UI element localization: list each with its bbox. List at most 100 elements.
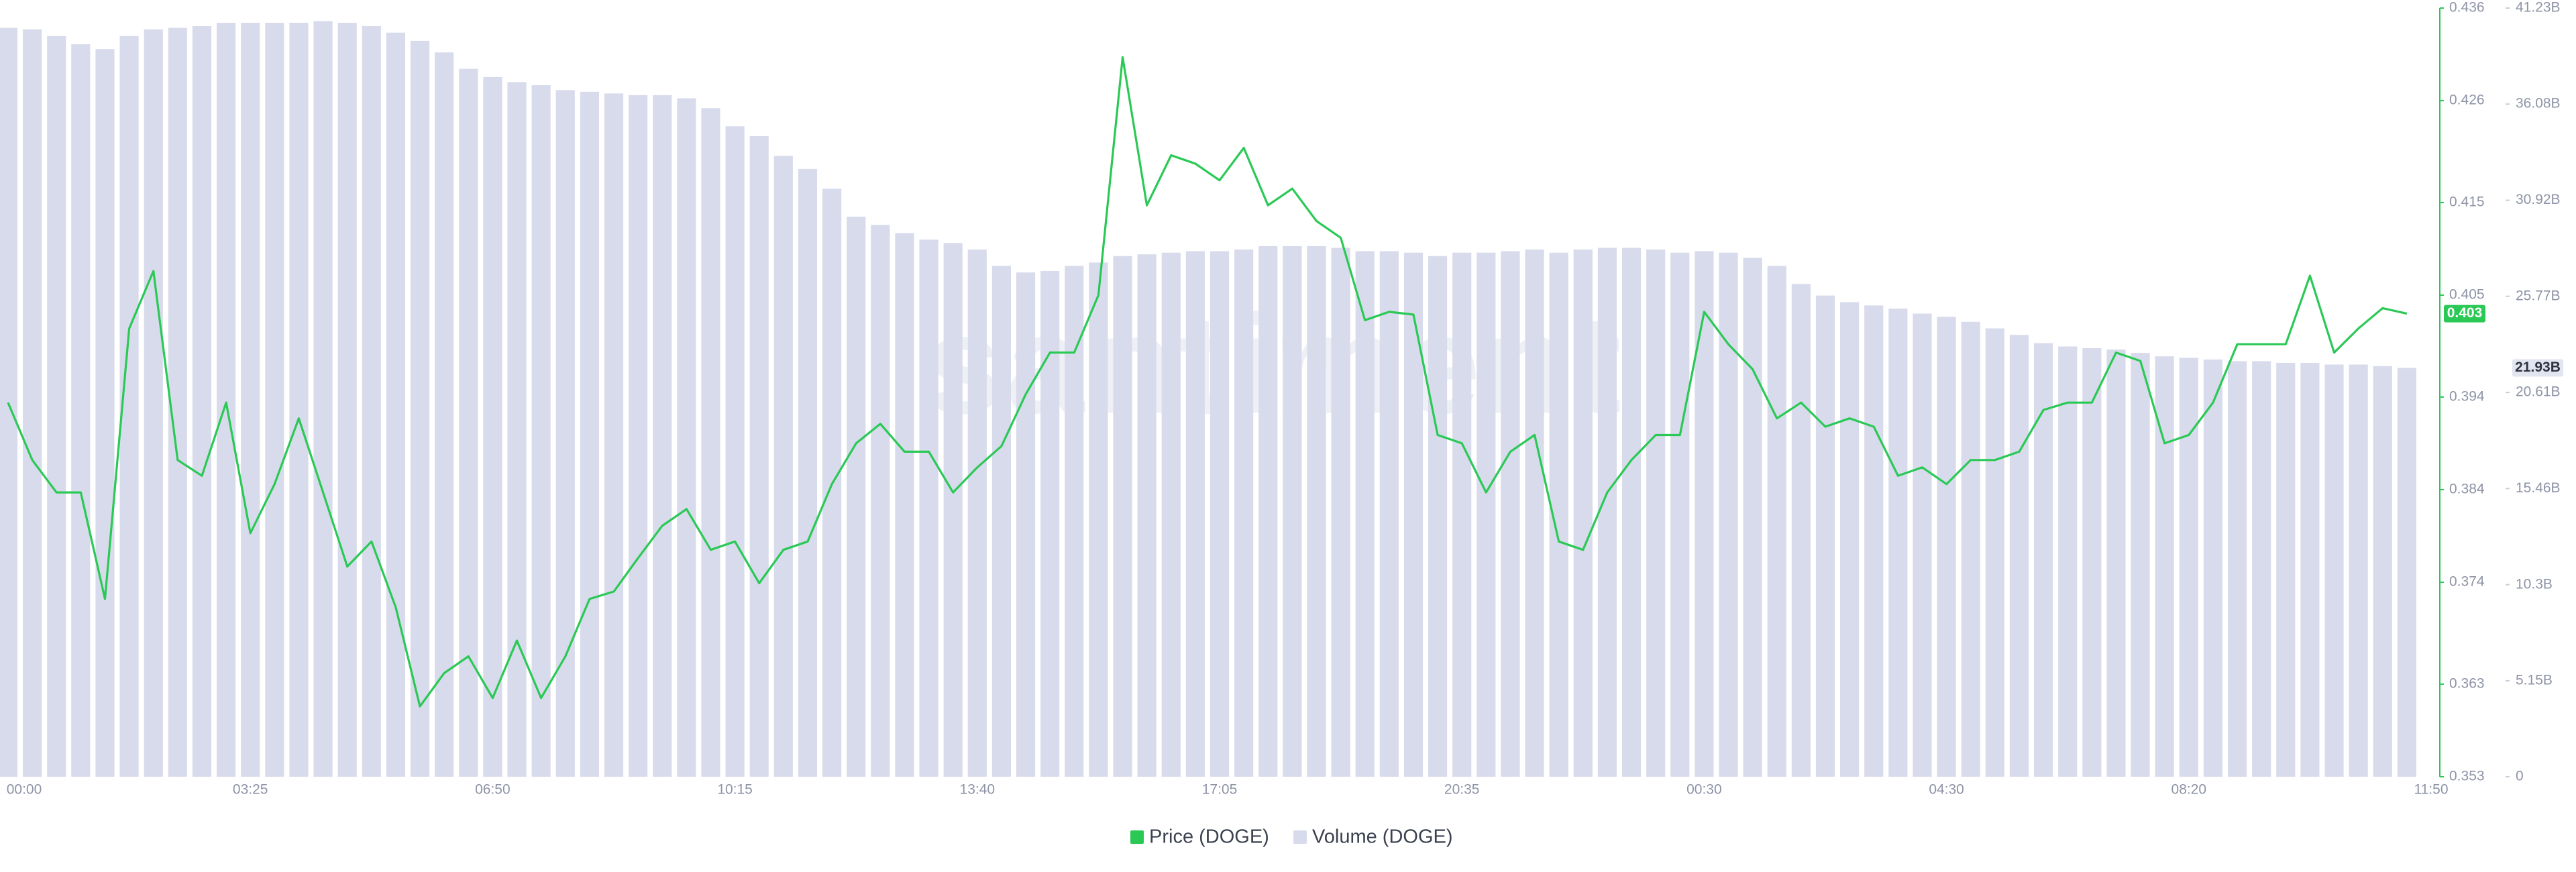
y-tick-label: 0.415	[2449, 194, 2485, 209]
volume-bar	[725, 126, 745, 777]
y-tick-label: 0.426	[2449, 93, 2485, 108]
volume-bar	[1477, 252, 1496, 777]
volume-bar	[798, 168, 818, 777]
volume-bar	[144, 29, 163, 777]
volume-bar	[386, 32, 406, 777]
volume-bar	[1016, 272, 1036, 777]
y-tick-label: 0.374	[2449, 574, 2485, 590]
volume-bar	[1913, 313, 1932, 777]
y2-tick-label: 10.3B	[2516, 576, 2553, 592]
volume-bar	[2179, 358, 2198, 777]
volume-bar	[241, 22, 260, 777]
volume-bar	[653, 95, 672, 777]
volume-bar	[1840, 302, 1860, 777]
volume-bar	[1355, 251, 1375, 777]
volume-bar	[313, 21, 333, 777]
volume-bar	[2397, 368, 2416, 777]
y2-tick-label: 5.15B	[2516, 672, 2553, 688]
volume-bar	[1815, 295, 1835, 777]
x-tick-label: 20:35	[1444, 782, 1480, 798]
volume-bar	[1283, 246, 1302, 777]
volume-bar	[410, 40, 430, 777]
volume-bar	[1573, 249, 1593, 777]
y2-tick-label: 41.23B	[2516, 0, 2561, 15]
volume-bar	[1307, 246, 1326, 777]
y-tick-label: 0.353	[2449, 769, 2485, 784]
y-tick-label: 0.436	[2449, 0, 2485, 15]
volume-bar	[847, 217, 866, 777]
volume-bar	[2106, 349, 2126, 777]
volume-bar	[507, 82, 527, 777]
volume-bar	[555, 90, 575, 777]
volume-bar	[1258, 246, 1278, 777]
volume-bar	[871, 225, 890, 777]
volume-bar	[1864, 305, 1884, 777]
volume-bar	[337, 22, 357, 777]
legend-swatch	[1130, 830, 1144, 844]
volume-bar	[1525, 249, 1544, 777]
volume-bar	[1961, 321, 1980, 777]
volume-bar	[531, 85, 551, 777]
y2-tick-label: 0	[2516, 769, 2524, 784]
volume-bar	[1695, 251, 1714, 777]
volume-bar	[1403, 252, 1424, 777]
volume-bar	[216, 22, 236, 777]
volume-bar	[0, 28, 18, 777]
volume-bar	[1597, 248, 1617, 777]
volume-bar	[1065, 266, 1084, 777]
legend-label: Price (DOGE)	[1149, 826, 1269, 848]
x-tick-label: 06:50	[475, 782, 511, 798]
price-line	[7, 56, 2408, 708]
volume-bar	[1185, 251, 1205, 777]
volume-bar	[1452, 252, 1472, 777]
volume-bar	[2203, 359, 2223, 777]
volume-bar	[2300, 362, 2320, 777]
volume-bar	[2131, 353, 2150, 777]
volume-bar	[362, 25, 381, 777]
volume-bar	[47, 36, 66, 777]
current-value-label: 21.93B	[2515, 360, 2561, 375]
volume-bar	[629, 95, 648, 777]
volume-bar	[289, 22, 309, 777]
volume-bar	[168, 28, 187, 777]
volume-bar	[1888, 309, 1908, 777]
volume-bar	[1719, 252, 1738, 777]
y2-tick-label: 20.61B	[2516, 384, 2561, 400]
volume-bar	[435, 52, 454, 777]
y2-tick-label: 36.08B	[2516, 96, 2561, 111]
y-tick-label: 0.363	[2449, 675, 2485, 691]
y2-tick-label: 30.92B	[2516, 192, 2561, 207]
current-value-badge	[2512, 359, 2563, 377]
y2-tick-label: 25.77B	[2516, 288, 2561, 303]
volume-bar	[71, 44, 91, 777]
volume-bar	[1767, 266, 1786, 777]
y-tick-label: 0.384	[2449, 482, 2485, 497]
x-tick-label: 00:00	[7, 782, 42, 798]
volume-bar	[749, 135, 769, 777]
volume-bar	[2082, 347, 2102, 777]
volume-bar	[1428, 256, 1448, 777]
volume-bar	[483, 76, 502, 777]
volume-bar	[2349, 364, 2368, 777]
x-tick-label: 17:05	[1202, 782, 1238, 798]
volume-bar	[991, 266, 1012, 777]
volume-bar	[1379, 251, 1399, 777]
volume-bar	[604, 93, 624, 777]
volume-bar	[1937, 317, 1956, 777]
volume-bar	[1985, 328, 2004, 777]
y-tick-label: 0.405	[2449, 287, 2485, 303]
volume-bar	[2009, 335, 2029, 777]
legend-item: Price (DOGE)	[1130, 826, 1269, 848]
volume-bar	[23, 29, 42, 777]
y-tick-label: 0.394	[2449, 388, 2485, 404]
volume-bar	[1791, 284, 1811, 777]
current-value-label: 0.403	[2447, 305, 2483, 321]
volume-bar	[1089, 262, 1108, 777]
volume-bar	[2276, 362, 2296, 777]
volume-bar	[2033, 343, 2053, 777]
volume-bar	[677, 98, 696, 777]
volume-bar	[1743, 258, 1762, 777]
x-tick-label: 10:15	[717, 782, 753, 798]
